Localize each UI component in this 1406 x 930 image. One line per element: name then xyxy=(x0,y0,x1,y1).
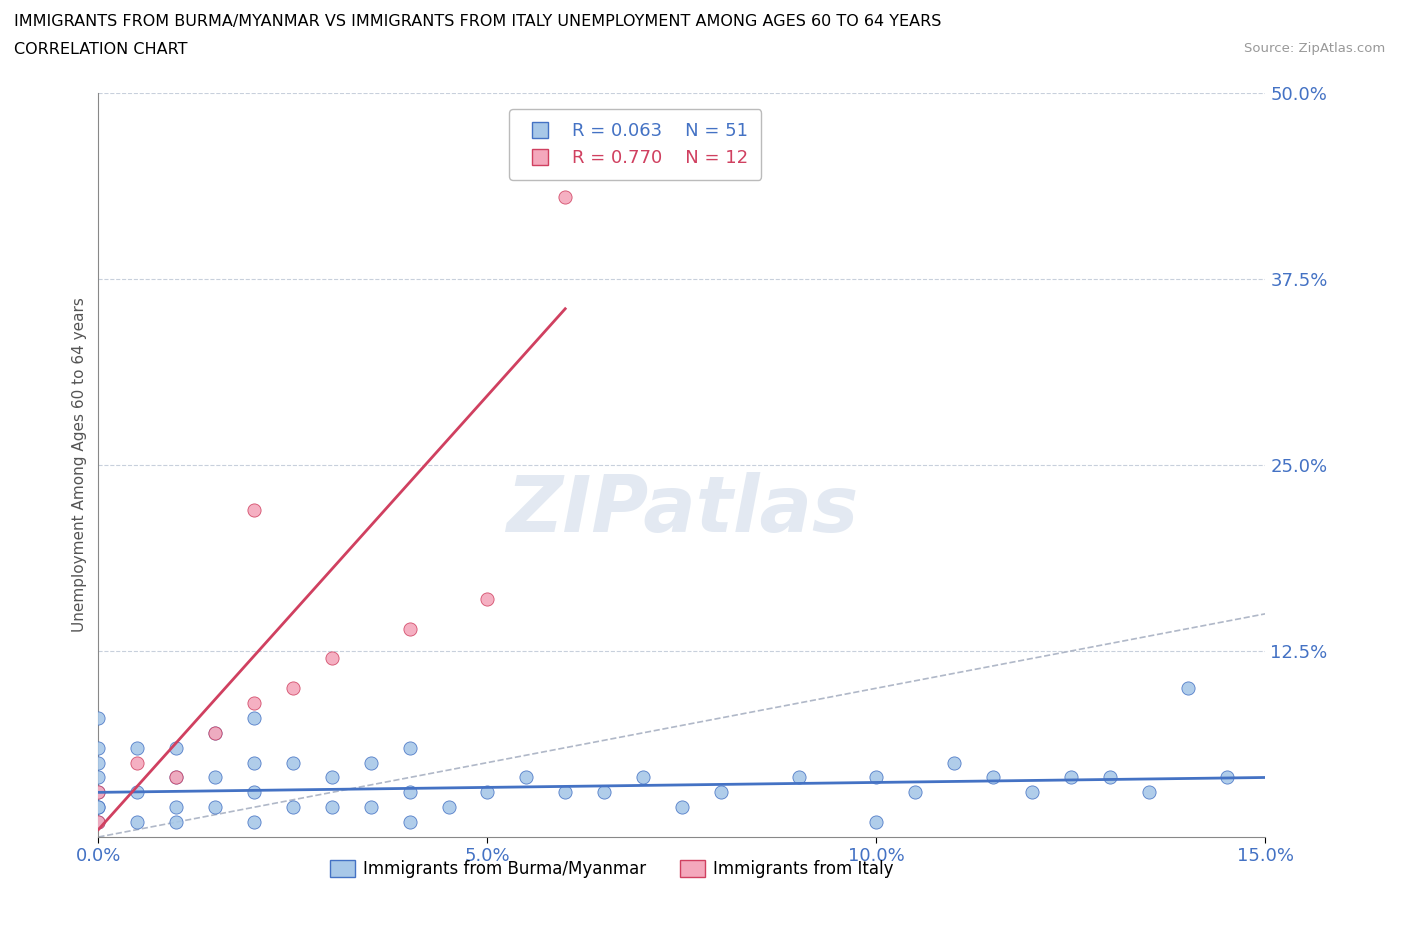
Y-axis label: Unemployment Among Ages 60 to 64 years: Unemployment Among Ages 60 to 64 years xyxy=(72,298,87,632)
Point xyxy=(398,621,420,636)
Point xyxy=(87,785,110,800)
Point xyxy=(127,785,149,800)
Point xyxy=(87,711,110,725)
Point xyxy=(165,740,187,755)
Point xyxy=(477,785,499,800)
Text: Source: ZipAtlas.com: Source: ZipAtlas.com xyxy=(1244,42,1385,55)
Point xyxy=(204,770,226,785)
Point xyxy=(165,770,187,785)
Point xyxy=(865,770,887,785)
Point xyxy=(243,785,266,800)
Point xyxy=(204,725,226,740)
Point xyxy=(87,755,110,770)
Point xyxy=(243,815,266,830)
Point xyxy=(165,800,187,815)
Point xyxy=(398,815,420,830)
Point xyxy=(127,755,149,770)
Point xyxy=(593,785,616,800)
Point xyxy=(243,711,266,725)
Point xyxy=(87,800,110,815)
Point xyxy=(243,755,266,770)
Point xyxy=(671,800,693,815)
Point xyxy=(204,725,226,740)
Point xyxy=(1215,770,1237,785)
Point xyxy=(87,815,110,830)
Point xyxy=(1137,785,1160,800)
Point xyxy=(904,785,927,800)
Point xyxy=(1060,770,1083,785)
Point xyxy=(398,740,420,755)
Point xyxy=(165,770,187,785)
Point xyxy=(360,755,382,770)
Point xyxy=(165,815,187,830)
Point xyxy=(281,755,304,770)
Text: ZIPatlas: ZIPatlas xyxy=(506,472,858,548)
Point xyxy=(1177,681,1199,696)
Text: CORRELATION CHART: CORRELATION CHART xyxy=(14,42,187,57)
Point xyxy=(1098,770,1121,785)
Point xyxy=(477,591,499,606)
Point xyxy=(710,785,733,800)
Point xyxy=(1021,785,1043,800)
Legend: Immigrants from Burma/Myanmar, Immigrants from Italy: Immigrants from Burma/Myanmar, Immigrant… xyxy=(323,853,900,884)
Point xyxy=(437,800,460,815)
Point xyxy=(87,815,110,830)
Point xyxy=(127,740,149,755)
Point xyxy=(321,651,343,666)
Point xyxy=(281,800,304,815)
Text: IMMIGRANTS FROM BURMA/MYANMAR VS IMMIGRANTS FROM ITALY UNEMPLOYMENT AMONG AGES 6: IMMIGRANTS FROM BURMA/MYANMAR VS IMMIGRA… xyxy=(14,14,942,29)
Point xyxy=(321,800,343,815)
Point xyxy=(360,800,382,815)
Point xyxy=(281,681,304,696)
Point xyxy=(87,740,110,755)
Point xyxy=(981,770,1004,785)
Point xyxy=(554,785,576,800)
Point xyxy=(204,800,226,815)
Point xyxy=(87,800,110,815)
Point xyxy=(87,770,110,785)
Point xyxy=(943,755,966,770)
Point xyxy=(515,770,537,785)
Point xyxy=(398,785,420,800)
Point xyxy=(321,770,343,785)
Point xyxy=(787,770,810,785)
Point xyxy=(865,815,887,830)
Point xyxy=(243,502,266,517)
Point xyxy=(243,696,266,711)
Point xyxy=(127,815,149,830)
Point xyxy=(554,190,576,205)
Point xyxy=(631,770,654,785)
Point xyxy=(87,785,110,800)
